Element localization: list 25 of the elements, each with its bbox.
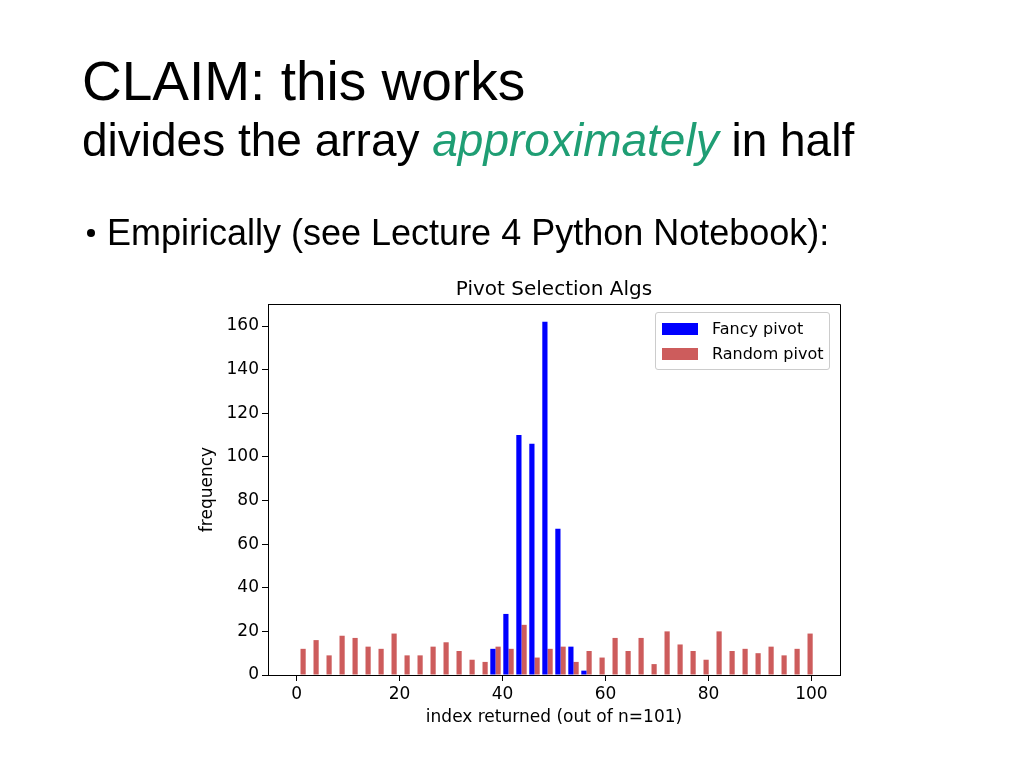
x-tick-label: 20 bbox=[388, 682, 411, 703]
y-axis-title: frequency bbox=[195, 446, 216, 533]
x-tick-label: 100 bbox=[795, 682, 828, 703]
y-tick-label: 140 bbox=[226, 358, 259, 379]
legend-label: Fancy pivot bbox=[712, 319, 804, 338]
legend-label: Random pivot bbox=[712, 344, 824, 363]
x-tick-label: 0 bbox=[291, 682, 302, 703]
chart-title: Pivot Selection Algs bbox=[455, 276, 653, 300]
y-tick-label: 60 bbox=[237, 532, 259, 553]
y-tick-label: 160 bbox=[226, 314, 259, 335]
text: in half bbox=[731, 114, 855, 166]
x-tick-label: 60 bbox=[594, 682, 617, 703]
y-tick-label: 20 bbox=[237, 619, 259, 640]
x-tick-label: 80 bbox=[697, 682, 720, 703]
text: divides the array bbox=[82, 114, 420, 166]
text: CLAIM: this works bbox=[82, 49, 526, 113]
x-tick-label: 40 bbox=[491, 682, 514, 703]
y-tick-label: 40 bbox=[237, 576, 259, 597]
y-tick-label: 100 bbox=[226, 445, 259, 466]
y-tick-label: 0 bbox=[248, 663, 259, 684]
y-tick-label: 80 bbox=[237, 488, 259, 509]
x-axis-title: index returned (out of n=101) bbox=[425, 706, 683, 727]
text: Empirically (see Lecture 4 Python Notebook): bbox=[107, 212, 830, 253]
y-tick-label: 120 bbox=[226, 401, 259, 422]
text: approximately bbox=[432, 114, 719, 166]
